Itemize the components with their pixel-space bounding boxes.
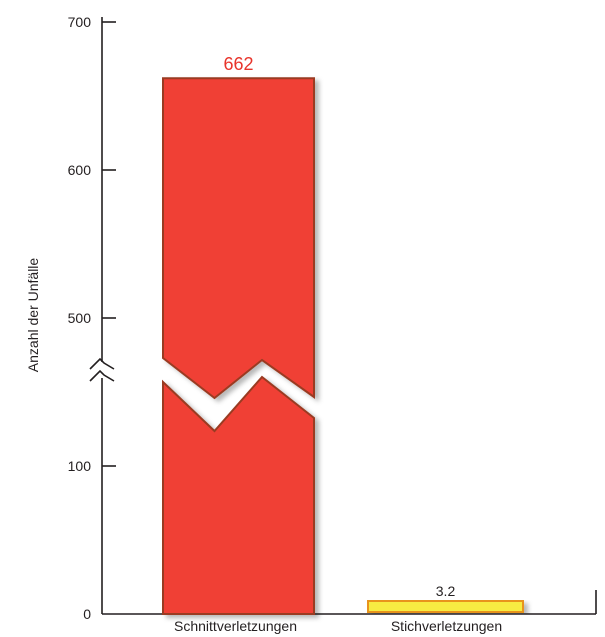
- data-label: 662: [223, 54, 253, 74]
- axis-break-mark: [89, 357, 115, 370]
- y-tick-label: 600: [68, 162, 92, 178]
- data-label: 3.2: [436, 583, 456, 599]
- bar-stichverletzungen: [367, 600, 524, 613]
- y-tick-label: 700: [68, 14, 92, 30]
- y-tick-label: 100: [68, 458, 92, 474]
- axis-break-gap: [99, 362, 105, 378]
- category-label: Stichverletzungen: [391, 618, 502, 634]
- y-tick-label: 0: [83, 606, 91, 622]
- y-axis-label: Anzahl der Unfälle: [25, 258, 41, 373]
- bar-schnittverletzungen: [162, 77, 315, 615]
- y-tick-label: 500: [68, 310, 92, 326]
- axis-break-mark: [89, 369, 115, 382]
- category-label: Schnittverletzungen: [174, 618, 297, 634]
